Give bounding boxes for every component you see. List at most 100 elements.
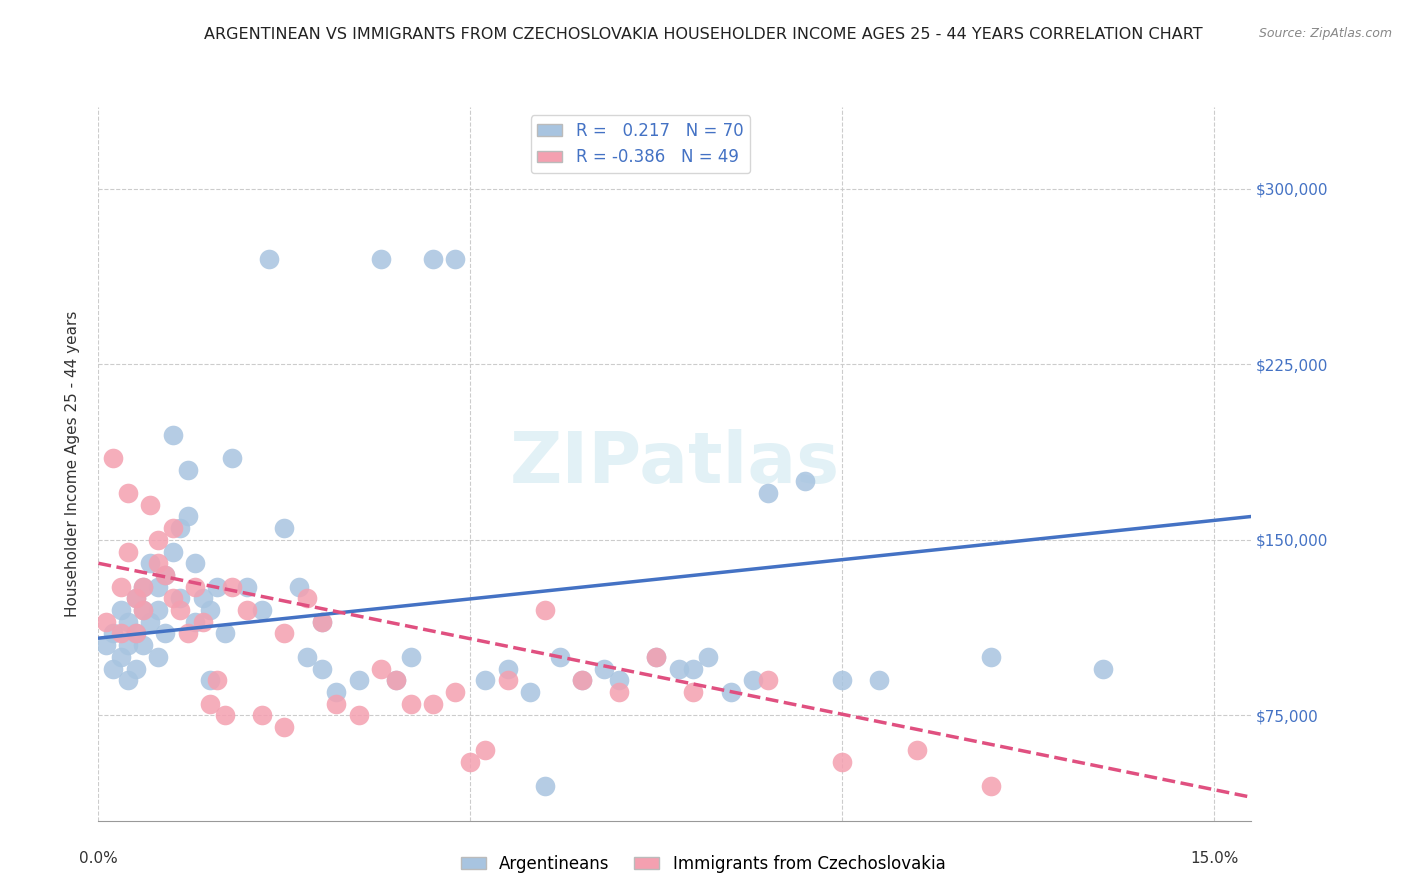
Point bbox=[399, 649, 422, 664]
Point bbox=[94, 638, 117, 652]
Point bbox=[607, 673, 630, 688]
Point bbox=[124, 626, 146, 640]
Point bbox=[117, 638, 139, 652]
Legend: R =   0.217   N = 70, R = -0.386   N = 49: R = 0.217 N = 70, R = -0.386 N = 49 bbox=[530, 115, 749, 173]
Point bbox=[132, 603, 155, 617]
Point bbox=[444, 685, 467, 699]
Point bbox=[132, 603, 155, 617]
Point bbox=[273, 521, 295, 535]
Text: ARGENTINEAN VS IMMIGRANTS FROM CZECHOSLOVAKIA HOUSEHOLDER INCOME AGES 25 - 44 YE: ARGENTINEAN VS IMMIGRANTS FROM CZECHOSLO… bbox=[204, 27, 1202, 42]
Point bbox=[103, 626, 125, 640]
Point bbox=[980, 779, 1002, 793]
Point bbox=[162, 544, 184, 558]
Point bbox=[548, 649, 571, 664]
Point bbox=[176, 509, 198, 524]
Point bbox=[668, 662, 690, 676]
Point bbox=[132, 638, 155, 652]
Point bbox=[273, 626, 295, 640]
Point bbox=[295, 591, 318, 606]
Point bbox=[682, 662, 704, 676]
Point bbox=[162, 521, 184, 535]
Text: ZIPatlas: ZIPatlas bbox=[510, 429, 839, 499]
Point bbox=[422, 697, 444, 711]
Point bbox=[347, 673, 370, 688]
Text: Source: ZipAtlas.com: Source: ZipAtlas.com bbox=[1258, 27, 1392, 40]
Point bbox=[288, 580, 311, 594]
Point bbox=[184, 580, 207, 594]
Point bbox=[198, 697, 221, 711]
Point bbox=[124, 626, 146, 640]
Point bbox=[236, 603, 259, 617]
Point bbox=[94, 615, 117, 629]
Point bbox=[139, 556, 162, 570]
Point bbox=[399, 697, 422, 711]
Point bbox=[756, 486, 779, 500]
Point bbox=[980, 649, 1002, 664]
Point bbox=[162, 591, 184, 606]
Point bbox=[519, 685, 541, 699]
Point bbox=[533, 779, 555, 793]
Point bbox=[146, 580, 169, 594]
Point bbox=[155, 568, 177, 582]
Point bbox=[191, 591, 214, 606]
Point bbox=[124, 591, 146, 606]
Point bbox=[198, 603, 221, 617]
Point bbox=[146, 649, 169, 664]
Point bbox=[198, 673, 221, 688]
Point bbox=[250, 603, 273, 617]
Point bbox=[117, 673, 139, 688]
Point bbox=[146, 533, 169, 547]
Point bbox=[155, 626, 177, 640]
Point bbox=[103, 662, 125, 676]
Point bbox=[191, 615, 214, 629]
Point bbox=[533, 603, 555, 617]
Point bbox=[474, 673, 496, 688]
Point bbox=[259, 252, 281, 266]
Point bbox=[742, 673, 765, 688]
Legend: Argentineans, Immigrants from Czechoslovakia: Argentineans, Immigrants from Czechoslov… bbox=[454, 848, 952, 880]
Point bbox=[325, 697, 347, 711]
Point bbox=[139, 498, 162, 512]
Point bbox=[607, 685, 630, 699]
Point bbox=[103, 450, 125, 465]
Point bbox=[184, 615, 207, 629]
Point bbox=[221, 450, 243, 465]
Point bbox=[295, 649, 318, 664]
Point bbox=[221, 580, 243, 594]
Point bbox=[905, 743, 928, 757]
Point bbox=[444, 252, 467, 266]
Point bbox=[756, 673, 779, 688]
Point bbox=[169, 591, 191, 606]
Point bbox=[110, 626, 132, 640]
Point bbox=[831, 755, 853, 769]
Point bbox=[250, 708, 273, 723]
Point bbox=[169, 603, 191, 617]
Y-axis label: Householder Income Ages 25 - 44 years: Householder Income Ages 25 - 44 years bbox=[65, 310, 80, 617]
Point bbox=[1091, 662, 1114, 676]
Point bbox=[474, 743, 496, 757]
Point bbox=[176, 626, 198, 640]
Point bbox=[370, 252, 392, 266]
Point bbox=[697, 649, 720, 664]
Point bbox=[110, 580, 132, 594]
Point bbox=[571, 673, 593, 688]
Point bbox=[124, 662, 146, 676]
Point bbox=[311, 662, 333, 676]
Point bbox=[645, 649, 668, 664]
Point bbox=[645, 649, 668, 664]
Point bbox=[593, 662, 616, 676]
Point bbox=[682, 685, 704, 699]
Point bbox=[117, 544, 139, 558]
Point bbox=[370, 662, 392, 676]
Point bbox=[868, 673, 890, 688]
Point bbox=[110, 649, 132, 664]
Point bbox=[207, 580, 229, 594]
Point bbox=[214, 708, 236, 723]
Point bbox=[720, 685, 742, 699]
Point bbox=[214, 626, 236, 640]
Point bbox=[385, 673, 408, 688]
Point bbox=[273, 720, 295, 734]
Text: 15.0%: 15.0% bbox=[1189, 851, 1239, 866]
Point bbox=[132, 580, 155, 594]
Point bbox=[124, 591, 146, 606]
